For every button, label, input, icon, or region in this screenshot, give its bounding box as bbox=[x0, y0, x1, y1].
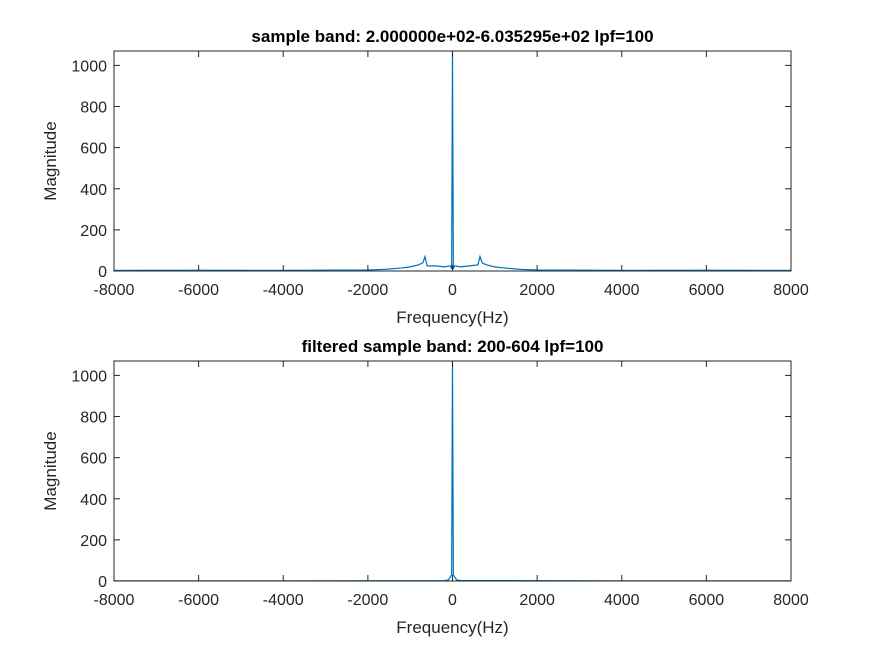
y-axis-label: Magnitude bbox=[41, 121, 60, 200]
chart-title: filtered sample band: 200-604 lpf=100 bbox=[302, 337, 604, 356]
x-tick-label: 6000 bbox=[689, 282, 725, 299]
x-tick-label: -2000 bbox=[347, 282, 388, 299]
x-tick-label: -2000 bbox=[347, 592, 388, 609]
chart-title: sample band: 2.000000e+02-6.035295e+02 l… bbox=[251, 27, 653, 46]
x-tick-label: 2000 bbox=[519, 282, 555, 299]
y-tick-label: 600 bbox=[80, 141, 107, 158]
x-tick-label: -6000 bbox=[178, 282, 219, 299]
x-tick-label: 6000 bbox=[689, 592, 725, 609]
y-tick-label: 200 bbox=[80, 533, 107, 550]
x-tick-label: 4000 bbox=[604, 592, 640, 609]
y-tick-label: 800 bbox=[80, 410, 107, 427]
y-tick-label: 0 bbox=[98, 574, 107, 591]
x-tick-label: 8000 bbox=[773, 592, 809, 609]
x-tick-label: -8000 bbox=[94, 282, 135, 299]
y-tick-label: 800 bbox=[80, 100, 107, 117]
x-tick-label: -4000 bbox=[263, 282, 304, 299]
subplot-1: sample band: 2.000000e+02-6.035295e+02 l… bbox=[41, 27, 809, 327]
y-tick-label: 1000 bbox=[71, 58, 107, 75]
y-tick-label: 600 bbox=[80, 451, 107, 468]
x-tick-label: 4000 bbox=[604, 282, 640, 299]
x-tick-label: 2000 bbox=[519, 592, 555, 609]
x-tick-label: -4000 bbox=[263, 592, 304, 609]
y-tick-label: 200 bbox=[80, 223, 107, 240]
y-tick-label: 1000 bbox=[71, 368, 107, 385]
y-tick-label: 0 bbox=[98, 264, 107, 281]
x-tick-label: 0 bbox=[448, 282, 457, 299]
y-axis-label: Magnitude bbox=[41, 431, 60, 510]
x-tick-label: 8000 bbox=[773, 282, 809, 299]
x-tick-label: -6000 bbox=[178, 592, 219, 609]
x-axis-label: Frequency(Hz) bbox=[396, 308, 508, 327]
y-tick-label: 400 bbox=[80, 492, 107, 509]
y-tick-label: 400 bbox=[80, 182, 107, 199]
x-axis-label: Frequency(Hz) bbox=[396, 618, 508, 637]
x-tick-label: -8000 bbox=[94, 592, 135, 609]
subplot-2: filtered sample band: 200-604 lpf=100 -80… bbox=[41, 337, 809, 637]
x-tick-label: 0 bbox=[448, 592, 457, 609]
